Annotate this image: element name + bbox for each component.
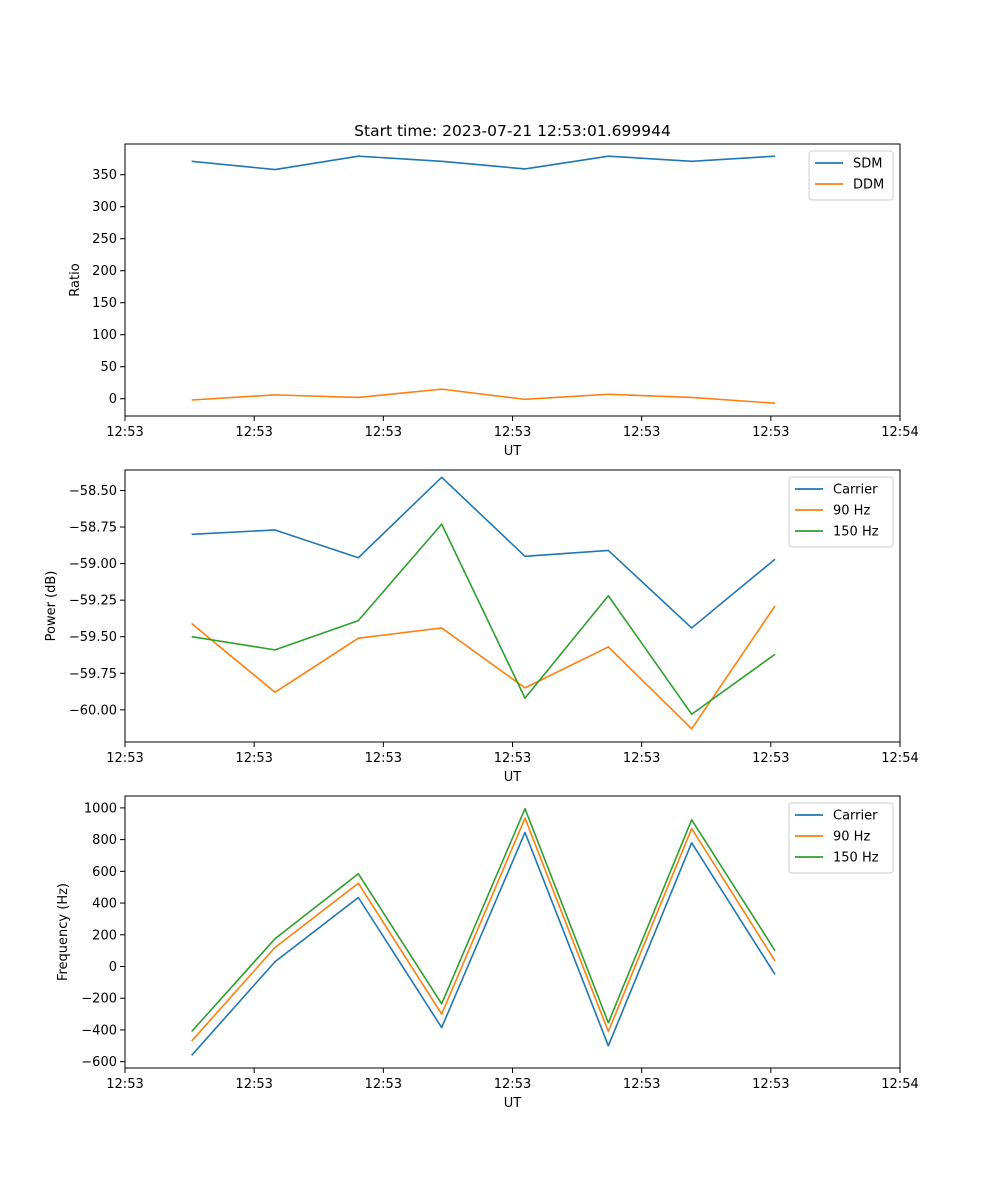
x-tick-label: 12:53 bbox=[623, 425, 660, 440]
x-tick-label: 12:54 bbox=[881, 425, 918, 440]
y-tick-label: −59.00 bbox=[69, 557, 117, 572]
y-tick-label: −58.75 bbox=[69, 521, 117, 536]
x-tick-label: 12:53 bbox=[106, 751, 143, 766]
y-tick-label: −400 bbox=[81, 1023, 117, 1038]
x-axis-label: UT bbox=[504, 1096, 522, 1111]
series-line-150-hz bbox=[191, 523, 776, 716]
series-line-90-hz bbox=[191, 817, 776, 1042]
x-tick-label: 12:53 bbox=[235, 1077, 272, 1092]
legend-label: 90 Hz bbox=[833, 830, 870, 845]
series-line-carrier bbox=[191, 476, 776, 629]
y-tick-label: −58.50 bbox=[69, 484, 117, 499]
y-tick-label: −59.25 bbox=[69, 594, 117, 609]
y-tick-label: −600 bbox=[81, 1055, 117, 1070]
x-tick-label: 12:53 bbox=[365, 425, 402, 440]
y-tick-label: 250 bbox=[92, 232, 117, 247]
series-line-sdm bbox=[191, 155, 776, 171]
x-tick-label: 12:54 bbox=[881, 1077, 918, 1092]
y-tick-label: 400 bbox=[92, 897, 117, 912]
legend-label: 150 Hz bbox=[833, 525, 879, 540]
legend-label: Carrier bbox=[833, 809, 878, 824]
x-tick-label: 12:53 bbox=[365, 751, 402, 766]
x-tick-label: 12:53 bbox=[106, 1077, 143, 1092]
y-tick-label: 200 bbox=[92, 264, 117, 279]
y-axis-label: Frequency (Hz) bbox=[56, 883, 71, 981]
x-tick-label: 12:53 bbox=[752, 751, 789, 766]
series-line-carrier bbox=[191, 831, 776, 1056]
x-tick-label: 12:53 bbox=[494, 425, 531, 440]
x-tick-label: 12:53 bbox=[365, 1077, 402, 1092]
subplot-1: 12:53 12:53 12:53 12:53 12:53 12:53 12:54 0 50 10… bbox=[68, 143, 919, 459]
y-tick-label: 150 bbox=[92, 296, 117, 311]
y-tick-label: 50 bbox=[100, 360, 117, 375]
y-axis-label: Ratio bbox=[68, 263, 83, 296]
legend-box bbox=[788, 802, 894, 874]
y-tick-label: 100 bbox=[92, 328, 117, 343]
legend-label: DDM bbox=[853, 178, 884, 193]
x-tick-label: 12:53 bbox=[235, 751, 272, 766]
x-tick-label: 12:53 bbox=[623, 1077, 660, 1092]
x-tick-label: 12:53 bbox=[752, 1077, 789, 1092]
x-tick-label: 12:54 bbox=[881, 751, 918, 766]
legend: SDM DDM bbox=[808, 150, 894, 201]
legend-label: 150 Hz bbox=[833, 851, 879, 866]
series-line-ddm bbox=[191, 388, 776, 404]
subplot-2: 12:53 12:53 12:53 12:53 12:53 12:53 12:54 −60.0… bbox=[44, 469, 919, 785]
y-tick-label: 0 bbox=[109, 392, 117, 407]
y-tick-label: 300 bbox=[92, 200, 117, 215]
y-tick-label: 800 bbox=[92, 833, 117, 848]
legend-box bbox=[788, 476, 894, 548]
series-line-90-hz bbox=[191, 605, 776, 730]
y-tick-label: 1000 bbox=[84, 801, 117, 816]
y-tick-label: −60.00 bbox=[69, 703, 117, 718]
y-tick-label: 200 bbox=[92, 928, 117, 943]
legend-label: Carrier bbox=[833, 483, 878, 498]
x-tick-label: 12:53 bbox=[106, 425, 143, 440]
legend: Carrier 90 Hz 150 Hz bbox=[788, 802, 894, 874]
chart-title: Start time: 2023-07-21 12:53:01.699944 bbox=[354, 122, 671, 140]
x-tick-label: 12:53 bbox=[235, 425, 272, 440]
y-tick-label: −200 bbox=[81, 992, 117, 1007]
series-line-150-hz bbox=[191, 807, 776, 1033]
subplot-3: 12:53 12:53 12:53 12:53 12:53 12:53 12:54 −600 −… bbox=[56, 795, 919, 1111]
legend-label: SDM bbox=[853, 157, 882, 172]
x-tick-label: 12:53 bbox=[623, 751, 660, 766]
y-tick-label: −59.50 bbox=[69, 630, 117, 645]
y-tick-label: −59.75 bbox=[69, 667, 117, 682]
x-tick-label: 12:53 bbox=[752, 425, 789, 440]
x-tick-label: 12:53 bbox=[494, 1077, 531, 1092]
x-axis-label: UT bbox=[504, 444, 522, 459]
y-tick-label: 600 bbox=[92, 865, 117, 880]
legend-label: 90 Hz bbox=[833, 504, 870, 519]
x-tick-label: 12:53 bbox=[494, 751, 531, 766]
y-axis-label: Power (dB) bbox=[44, 571, 59, 642]
y-tick-label: 0 bbox=[109, 960, 117, 975]
legend: Carrier 90 Hz 150 Hz bbox=[788, 476, 894, 548]
x-axis-label: UT bbox=[504, 770, 522, 785]
y-tick-label: 350 bbox=[92, 168, 117, 183]
